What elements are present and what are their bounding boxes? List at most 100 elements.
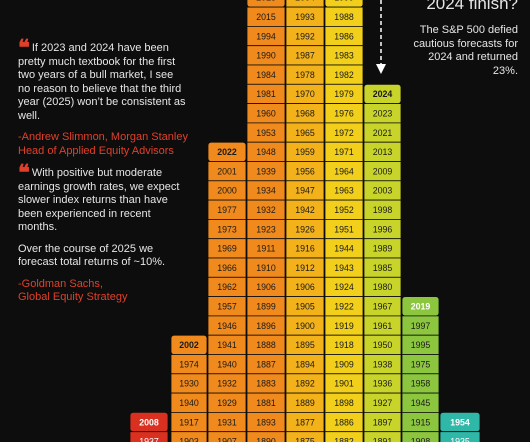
year-label: 1923: [256, 224, 276, 234]
year-label: 2003: [373, 186, 393, 196]
year-label: 1893: [256, 417, 276, 427]
year-label: 1962: [217, 282, 237, 292]
sidebar-heading: 2024 finish?: [426, 0, 518, 13]
year-label: 1934: [256, 186, 276, 196]
year-label: 1957: [217, 301, 237, 311]
year-label: 2022: [217, 147, 237, 157]
quote-2-cite-line-1: -Goldman Sachs,: [18, 277, 103, 290]
year-label: 1907: [217, 437, 237, 442]
year-column-2: 2002 1974 1930 1940 1917 1903: [170, 334, 208, 442]
year-label: 1891: [373, 437, 393, 442]
year-label: 1886: [334, 417, 354, 427]
year-label: 1935: [450, 437, 470, 442]
year-label: 1937: [139, 437, 159, 442]
year-label: 1936: [373, 379, 393, 389]
dashed-arrow-icon: [376, 0, 386, 74]
year-label: 1994: [256, 31, 276, 41]
year-label: 1942: [295, 205, 315, 215]
year-label: 1980: [373, 282, 393, 292]
year-label: 1975: [411, 359, 431, 369]
year-label: 1986: [334, 31, 354, 41]
year-column-1: 2008 1937: [129, 411, 169, 442]
year-label: 1968: [295, 108, 315, 118]
year-label: 1898: [334, 398, 354, 408]
year-label: 2023: [373, 108, 393, 118]
year-label: 1964: [334, 166, 354, 176]
year-label: 1998: [373, 205, 393, 215]
year-label: 1899: [256, 301, 276, 311]
quote-2-text: With positive but moderate earnings grow…: [18, 167, 180, 233]
year-label: 1953: [256, 128, 276, 138]
year-label: 1900: [295, 321, 315, 331]
year-label: 1952: [334, 205, 354, 215]
year-cell: [129, 431, 169, 442]
year-column-3: 2022 2001 2000 1977 1973 1969 1966 1962 1957 1946…: [207, 141, 247, 442]
year-label: 2024: [373, 89, 393, 99]
year-label: 1983: [334, 51, 354, 61]
year-label: 1997: [411, 321, 431, 331]
year-label: 1932: [256, 205, 276, 215]
year-label: 1967: [373, 301, 393, 311]
year-label: 1981: [256, 89, 276, 99]
year-label: 1909: [334, 359, 354, 369]
year-column-7: 2024 2023 2021 2013 2009 2003 1998 1996 1989 1985…: [363, 83, 402, 442]
year-label: 1922: [334, 301, 354, 311]
year-label: 1946: [217, 321, 237, 331]
year-label: 1984: [256, 70, 276, 80]
year-label: 1988: [334, 12, 354, 22]
quote-block-1: ❝ If 2023 and 2024 have been pretty much …: [18, 37, 188, 158]
year-label: 1918: [334, 340, 354, 350]
year-label: 1877: [295, 417, 315, 427]
year-label: 2018: [256, 0, 276, 3]
quote-mark-icon: ❝: [18, 35, 30, 60]
year-column-9: 1954 1935: [439, 411, 481, 442]
year-label: 1905: [295, 301, 315, 311]
quote-mark-icon: ❝: [18, 160, 30, 185]
year-label: 1963: [334, 186, 354, 196]
year-label: 1939: [256, 166, 276, 176]
year-label: 2009: [373, 166, 393, 176]
year-label: 1996: [373, 224, 393, 234]
year-cell: [285, 431, 325, 442]
year-label: 1940: [217, 359, 237, 369]
year-label: 1961: [373, 321, 393, 331]
year-label: 1910: [256, 263, 276, 273]
year-label: 1951: [334, 224, 354, 234]
year-column-5: 2005200419931992198719781970196819651959…: [285, 0, 325, 442]
year-label: 1947: [295, 186, 315, 196]
year-label: 1894: [295, 359, 315, 369]
year-label: 1938: [373, 359, 393, 369]
year-label: 1972: [334, 128, 354, 138]
quote-1-cite-line-2: Head of Applied Equity Advisors: [18, 144, 174, 157]
quote-block-2: ❝ With positive but moderate earnings gro…: [18, 162, 190, 305]
year-cell: [439, 431, 481, 442]
year-column-8: 2019 1997 1995 1975 1958 1945 1915 1908: [401, 296, 440, 442]
year-label: 1911: [257, 244, 276, 254]
year-label: 1960: [256, 108, 276, 118]
year-label: 1896: [256, 321, 276, 331]
year-label: 2019: [411, 301, 431, 311]
year-label: 1941: [217, 340, 237, 350]
year-label: 1992: [295, 31, 315, 41]
year-label: 1944: [334, 244, 354, 254]
year-label: 1974: [179, 359, 199, 369]
year-label: 1888: [256, 340, 276, 350]
year-cell: [246, 431, 286, 442]
year-label: 1973: [217, 224, 237, 234]
year-label: 2015: [256, 12, 276, 22]
year-label: 1999: [334, 0, 354, 3]
year-label: 1950: [373, 340, 393, 350]
year-label: 1883: [256, 379, 276, 389]
year-label: 1901: [334, 379, 354, 389]
year-cell: [401, 431, 440, 442]
year-label: 1926: [295, 224, 315, 234]
year-label: 1924: [334, 282, 354, 292]
year-label: 1995: [411, 340, 431, 350]
year-label: 1987: [295, 51, 315, 61]
year-label: 1970: [295, 89, 315, 99]
year-label: 1912: [295, 263, 315, 273]
year-label: 2000: [217, 186, 237, 196]
year-label: 1882: [334, 437, 354, 442]
year-label: 1993: [295, 12, 315, 22]
year-label: 1982: [334, 70, 354, 80]
